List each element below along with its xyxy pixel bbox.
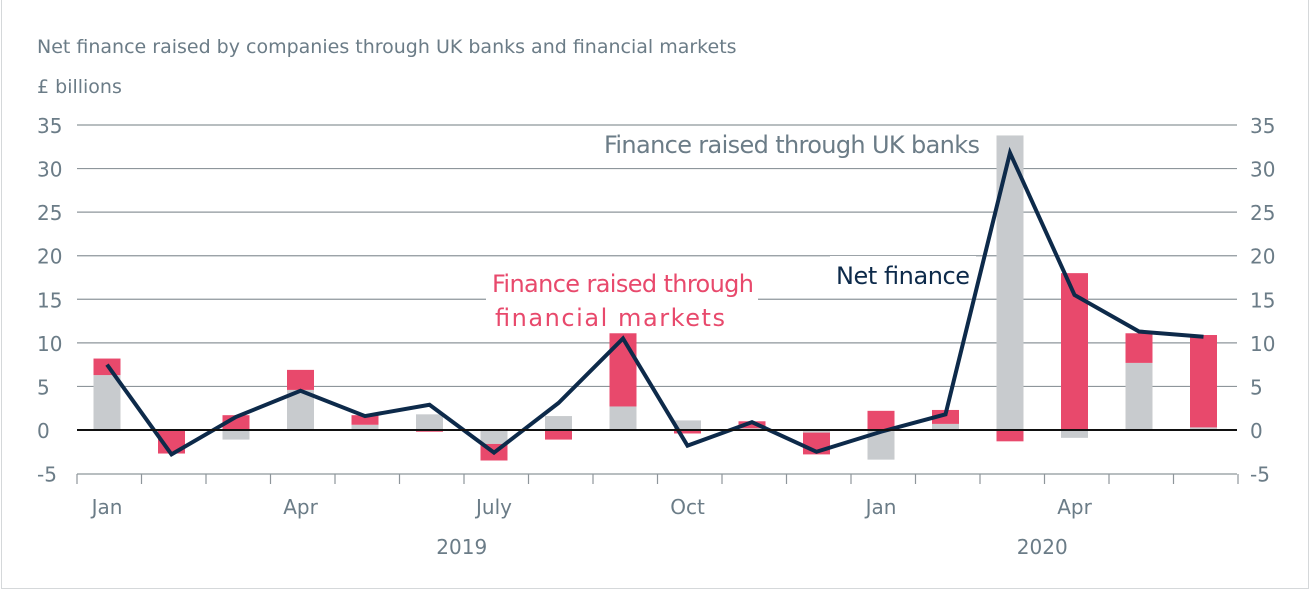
y-tick-label-right: 30 xyxy=(1250,158,1275,182)
annotation-banks: Finance raised through UK banks xyxy=(604,131,980,159)
bank-bar xyxy=(996,135,1024,430)
bank-bar xyxy=(1061,430,1088,438)
y-tick-label-right: 35 xyxy=(1250,114,1275,138)
annotation-net: Net finance xyxy=(836,262,970,290)
x-tick-label: Jan xyxy=(90,495,123,519)
x-tick-label: Apr xyxy=(1057,495,1092,519)
y-tick-label-left: 10 xyxy=(37,332,62,356)
y-tick-label-right: 5 xyxy=(1250,375,1263,399)
y-tick-label-right: 15 xyxy=(1250,288,1275,312)
y-tick-label-left: 0 xyxy=(37,419,50,443)
market-bar xyxy=(609,333,637,407)
market-bar xyxy=(932,409,959,424)
x-tick-label: Jan xyxy=(864,495,897,519)
bank-bar xyxy=(1190,427,1217,430)
market-bar xyxy=(738,421,766,429)
market-bar xyxy=(351,415,379,425)
annotation-markets-1: Finance raised through xyxy=(492,270,754,298)
year-label: 2020 xyxy=(1017,535,1068,559)
bank-bar xyxy=(287,389,314,430)
bank-bar xyxy=(674,420,701,430)
y-tick-label-left: 35 xyxy=(37,114,62,138)
market-bar xyxy=(1125,333,1153,363)
market-bar xyxy=(996,430,1024,442)
market-bar xyxy=(1190,335,1217,428)
bank-bar xyxy=(222,430,250,440)
y-tick-label-left: 25 xyxy=(37,201,62,225)
market-bar xyxy=(674,430,701,434)
market-bar xyxy=(545,430,572,440)
y-tick-label-left: 20 xyxy=(37,245,62,269)
x-tick-label: July xyxy=(474,495,512,519)
bank-bar xyxy=(932,423,959,430)
net-finance-line xyxy=(105,146,1204,458)
bank-bar xyxy=(1125,362,1153,430)
y-tick-label-left: -5 xyxy=(37,463,57,487)
y-axis-label: £ billions xyxy=(37,76,122,98)
y-tick-label-right: 10 xyxy=(1250,332,1275,356)
year-label: 2019 xyxy=(436,535,487,559)
bank-bar xyxy=(416,414,443,430)
market-bar xyxy=(287,369,314,390)
y-tick-label-left: 30 xyxy=(37,158,62,182)
y-tick-label-right: 25 xyxy=(1250,201,1275,225)
bank-bar xyxy=(480,430,508,444)
x-tick-label: Apr xyxy=(283,495,318,519)
bank-bar xyxy=(351,424,379,430)
bank-bar xyxy=(803,430,830,433)
annotation-markets-2: financial markets xyxy=(495,304,725,332)
market-bar xyxy=(867,410,895,430)
x-tick-label: Oct xyxy=(670,495,705,519)
y-tick-label-left: 5 xyxy=(37,375,50,399)
y-tick-label-right: -5 xyxy=(1250,463,1270,487)
bank-bar xyxy=(609,406,637,430)
y-tick-label-right: 0 xyxy=(1250,419,1263,443)
bank-bar xyxy=(545,416,572,430)
y-tick-label-left: 15 xyxy=(37,288,62,312)
y-tick-label-right: 20 xyxy=(1250,245,1275,269)
chart-title: Net finance raised by companies through … xyxy=(37,36,737,58)
bank-bar xyxy=(93,375,121,430)
